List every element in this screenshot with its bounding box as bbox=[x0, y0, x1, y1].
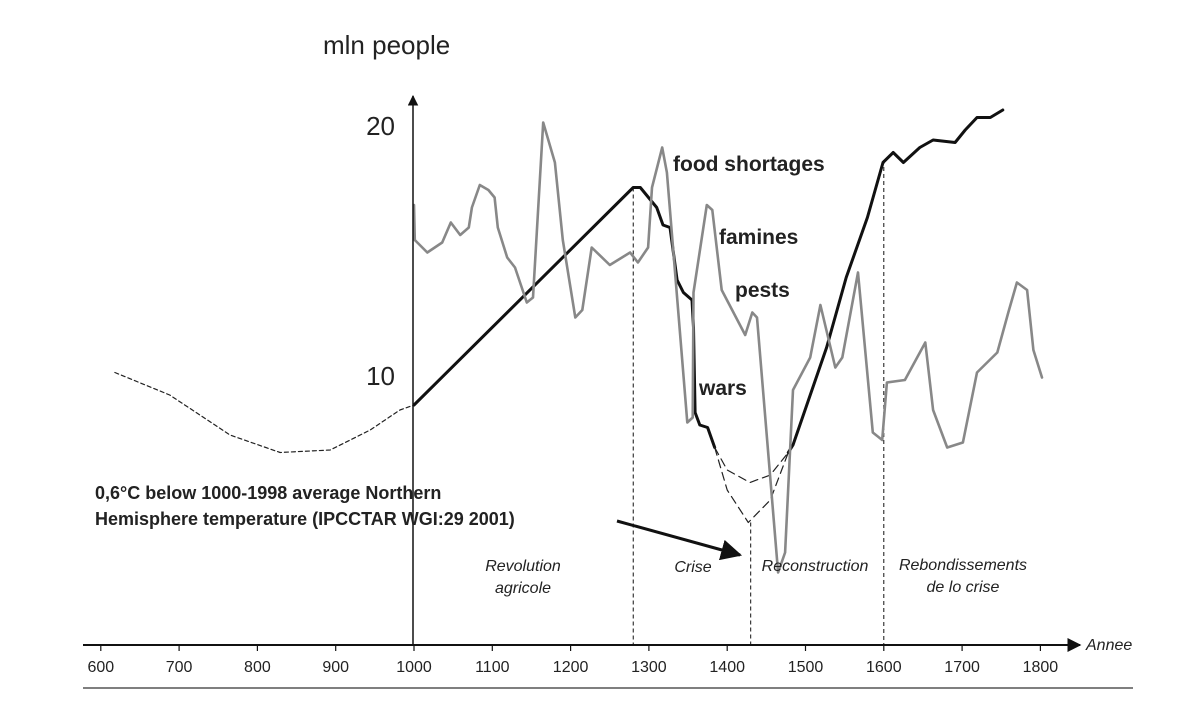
annotation-pests: pests bbox=[735, 279, 790, 302]
x-tick-label: 1600 bbox=[866, 659, 902, 676]
x-axis-label: Annee bbox=[1085, 637, 1132, 654]
series-line-population-estimated-before-1000- bbox=[114, 371, 415, 454]
x-tick-label: 1700 bbox=[944, 659, 980, 676]
x-tick-label: 700 bbox=[166, 659, 193, 676]
series-line-population-before-crisis- bbox=[412, 186, 717, 449]
y-axis-label: mln people bbox=[323, 30, 450, 60]
annotation-famines: famines bbox=[719, 226, 798, 249]
period-crise: Crise bbox=[674, 559, 711, 576]
x-tick-label: 1100 bbox=[475, 659, 510, 676]
series-line-population-crisis-scenario-lower- bbox=[714, 446, 789, 524]
x-axis-ticks: 600 700 800 900 1000 1100 1200 1300 1400 1500 1600… bbox=[87, 645, 1058, 676]
y-tick-label: 20 bbox=[366, 111, 395, 141]
period-markers bbox=[632, 160, 885, 645]
x-tick-label: 1400 bbox=[709, 659, 745, 676]
x-tick-label: 900 bbox=[322, 659, 349, 676]
period-revolution-line2: agricole bbox=[495, 580, 551, 597]
annotation-wars: wars bbox=[698, 377, 747, 400]
series-line-population-crisis-scenario-upper- bbox=[714, 446, 789, 484]
series-line-population-recovery- bbox=[786, 108, 1005, 454]
x-tick-label: 1800 bbox=[1023, 659, 1059, 676]
period-rebondissements-line2: de lo crise bbox=[927, 579, 1000, 596]
period-rebondissements-line1: Rebondissements bbox=[899, 557, 1027, 574]
annotation-food-shortages: food shortages bbox=[673, 153, 825, 176]
period-revolution-line1: Revolution bbox=[485, 558, 561, 575]
series-line-temperature bbox=[412, 121, 1044, 574]
annotation-arrow bbox=[616, 519, 743, 561]
x-tick-label: 800 bbox=[244, 659, 271, 676]
x-tick-label: 1500 bbox=[788, 659, 824, 676]
x-tick-label: 1200 bbox=[553, 659, 589, 676]
x-tick-label: 1000 bbox=[396, 659, 432, 676]
x-tick-label: 1300 bbox=[631, 659, 667, 676]
series-lines bbox=[114, 108, 1044, 574]
x-tick-label: 600 bbox=[87, 659, 114, 676]
temperature-note-line1: 0,6°C below 1000-1998 average Northern bbox=[95, 483, 441, 503]
temperature-note-line2: Hemisphere temperature (IPCCTAR WGI:29 2… bbox=[95, 509, 515, 529]
period-reconstruction: Reconstruction bbox=[762, 558, 869, 575]
y-tick-label: 10 bbox=[366, 361, 395, 391]
